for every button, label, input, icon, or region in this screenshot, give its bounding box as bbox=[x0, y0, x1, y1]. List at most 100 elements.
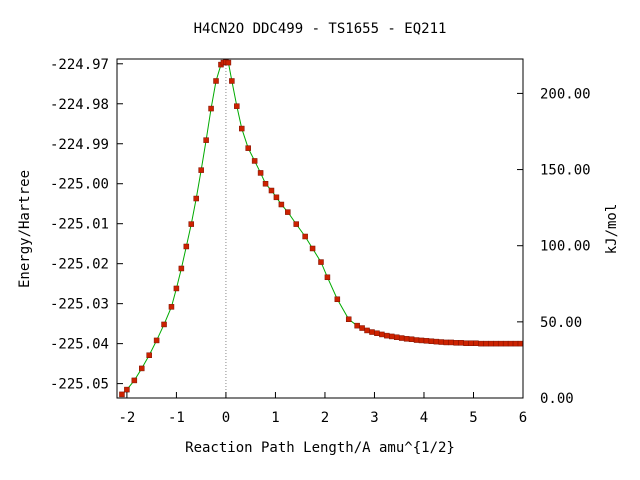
data-point bbox=[423, 338, 430, 344]
data-point bbox=[161, 321, 167, 328]
y-axis-label: Energy/Hartree bbox=[17, 170, 33, 288]
data-point bbox=[502, 340, 509, 347]
y2-tick-label: 200.00 bbox=[540, 86, 591, 102]
data-point bbox=[413, 337, 420, 343]
data-point bbox=[497, 340, 504, 347]
x-tick-label: -2 bbox=[118, 410, 135, 426]
data-point bbox=[359, 325, 365, 331]
data-point bbox=[188, 221, 195, 227]
x-tick-label: 2 bbox=[321, 410, 329, 426]
data-point bbox=[493, 340, 499, 347]
data-point bbox=[124, 386, 130, 393]
data-point bbox=[517, 340, 524, 347]
x-tick-label: 3 bbox=[370, 410, 378, 426]
x-tick-label: -1 bbox=[168, 410, 185, 426]
data-point bbox=[458, 340, 464, 346]
data-point bbox=[318, 259, 324, 265]
data-point bbox=[507, 340, 514, 347]
data-point bbox=[285, 209, 291, 215]
data-point bbox=[213, 78, 219, 84]
data-point bbox=[418, 337, 425, 344]
data-point bbox=[448, 339, 454, 346]
data-point bbox=[478, 340, 484, 347]
data-point bbox=[374, 330, 380, 336]
y-tick-label: -224.99 bbox=[50, 137, 109, 153]
data-point bbox=[225, 59, 232, 66]
data-point bbox=[389, 333, 395, 340]
data-point bbox=[364, 327, 370, 334]
data-point bbox=[408, 336, 415, 342]
chart-title: H4CN2O DDC499 - TS1655 - EQ211 bbox=[194, 21, 447, 37]
data-point bbox=[379, 331, 385, 338]
data-point bbox=[384, 332, 390, 339]
y-tick-label: -225.00 bbox=[50, 177, 109, 193]
data-point bbox=[262, 180, 269, 187]
y2-axis-label: kJ/mol bbox=[604, 204, 620, 255]
data-point bbox=[178, 265, 185, 272]
data-point bbox=[173, 285, 180, 292]
x-axis-label: Reaction Path Length/A amu^{1/2} bbox=[185, 440, 455, 456]
data-point bbox=[433, 338, 440, 345]
plot-frame bbox=[116, 58, 524, 399]
data-point bbox=[483, 340, 489, 347]
data-point bbox=[473, 340, 479, 346]
y2-tick-label: 50.00 bbox=[540, 315, 582, 331]
data-point bbox=[119, 391, 125, 398]
x-tick-label: 1 bbox=[271, 410, 279, 426]
data-point bbox=[239, 125, 245, 132]
data-point bbox=[257, 170, 264, 176]
y-tick-label: -225.05 bbox=[50, 377, 109, 393]
data-point bbox=[302, 233, 308, 240]
data-point bbox=[468, 340, 474, 346]
data-point bbox=[198, 167, 204, 173]
data-point bbox=[183, 243, 190, 250]
y2-tick-label: 150.00 bbox=[540, 163, 591, 179]
series-layer bbox=[119, 59, 524, 398]
data-point bbox=[278, 201, 285, 208]
y-tick-label: -225.03 bbox=[50, 297, 109, 313]
data-point bbox=[512, 340, 519, 347]
x-tick-label: 0 bbox=[222, 410, 230, 426]
data-point bbox=[334, 296, 341, 303]
y2-tick-label: 0.00 bbox=[540, 391, 574, 407]
data-point bbox=[393, 334, 400, 340]
data-point bbox=[293, 221, 299, 227]
y-tick-label: -224.97 bbox=[50, 57, 109, 73]
data-point bbox=[234, 103, 240, 109]
axis-layer: -2 -1 0 1 2 3 4 5 6 -224.97 -224.98 -224.99 -225.00 -… bbox=[50, 57, 591, 426]
data-point bbox=[354, 322, 360, 329]
data-point bbox=[369, 329, 375, 335]
data-point bbox=[309, 245, 316, 252]
data-point bbox=[463, 340, 469, 346]
y-tick-label: -225.02 bbox=[50, 257, 109, 273]
data-point bbox=[146, 352, 152, 358]
data-point bbox=[139, 365, 145, 372]
data-point bbox=[438, 339, 445, 345]
data-point bbox=[153, 337, 160, 344]
data-point bbox=[273, 194, 280, 201]
data-point bbox=[453, 340, 459, 346]
data-point bbox=[193, 195, 199, 202]
y-tick-label: -225.04 bbox=[50, 337, 109, 353]
data-point bbox=[428, 338, 435, 344]
data-point bbox=[208, 105, 214, 112]
x-tick-label: 4 bbox=[420, 410, 428, 426]
data-point bbox=[443, 339, 450, 346]
data-point bbox=[245, 145, 251, 151]
x-tick-label: 6 bbox=[519, 410, 527, 426]
data-point bbox=[268, 187, 275, 194]
data-point bbox=[398, 335, 405, 341]
data-point bbox=[345, 316, 352, 322]
data-point bbox=[403, 336, 410, 342]
data-point bbox=[488, 340, 494, 347]
data-point bbox=[251, 158, 258, 164]
x-tick-label: 5 bbox=[469, 410, 477, 426]
data-point bbox=[324, 274, 331, 281]
data-point bbox=[168, 304, 175, 310]
data-point bbox=[131, 377, 138, 384]
data-point bbox=[203, 137, 209, 143]
y-tick-label: -225.01 bbox=[50, 217, 109, 233]
y-tick-label: -224.98 bbox=[50, 97, 109, 113]
y2-tick-label: 100.00 bbox=[540, 239, 591, 255]
